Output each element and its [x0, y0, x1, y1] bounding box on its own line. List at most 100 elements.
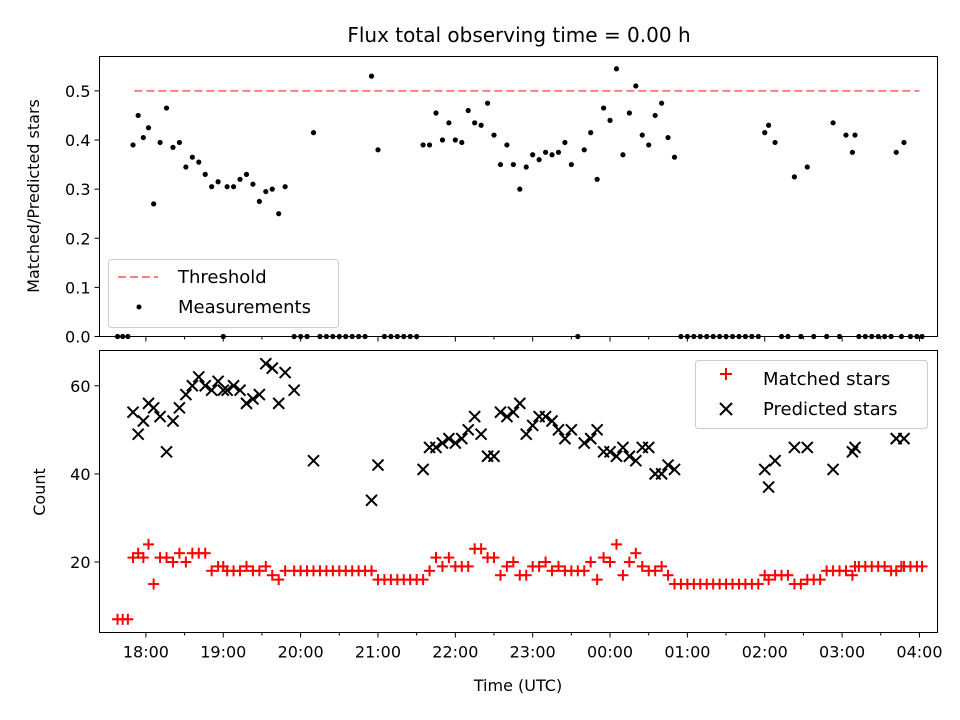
predicted-star-point: [801, 441, 814, 454]
measurement-point: [140, 134, 146, 141]
ratio-legend: Threshold Measurements: [108, 259, 339, 328]
measurement-point: [659, 100, 665, 106]
measurement-point: [433, 110, 439, 116]
ratio-ylabel: Matched/Predicted stars: [24, 99, 43, 293]
matched-star-point: [879, 560, 891, 572]
predicted-star-point: [526, 419, 539, 432]
count-axes: 18:00 19:00 20:00 21:00 22:00 23:00 00:00 01:00…: [70, 377, 942, 662]
matched-star-point: [240, 560, 252, 572]
x-tick-label: 18:00: [123, 643, 169, 662]
matched-star-point: [662, 569, 674, 581]
matched-star-point: [430, 552, 442, 564]
predicted-star-point: [173, 401, 186, 414]
predicted-star-point: [131, 428, 145, 441]
predicted-star-point: [126, 405, 140, 419]
predicted-star-point: [788, 441, 801, 454]
predicted-star-point: [897, 432, 911, 445]
measurement-point: [791, 174, 797, 180]
measurement-point: [256, 198, 262, 205]
measurement-point: [130, 142, 136, 148]
predicted-star-point: [272, 397, 285, 410]
predicted-star-point: [661, 458, 675, 472]
measurement-point: [652, 112, 658, 119]
matched-star-point: [494, 569, 506, 581]
predicted-star-point: [240, 397, 253, 410]
measurement-point: [459, 139, 465, 146]
measurement-point: [452, 137, 458, 143]
predicted-star-point: [307, 454, 320, 467]
matched-star-point: [488, 552, 500, 564]
measurement-point: [375, 147, 381, 153]
legend-measurements-label: Measurements: [178, 297, 311, 318]
predicted-star-point: [552, 423, 565, 437]
ratio-axes: 0.0 0.1 0.2 0.3 0.4 0.5: [65, 82, 920, 347]
matched-star-point: [656, 560, 668, 572]
chart-title: Flux total observing time = 0.00 h: [347, 23, 690, 47]
measurement-point: [276, 211, 282, 217]
predicted-star-point: [590, 423, 604, 437]
matched-star-point: [366, 565, 378, 577]
predicted-star-point: [610, 450, 623, 463]
measurement-point: [157, 139, 163, 146]
matched-star-point: [424, 565, 436, 577]
measurement-point: [368, 73, 375, 79]
predicted-star-point: [153, 410, 167, 423]
measurement-point: [639, 132, 645, 138]
legend-threshold-label: Threshold: [177, 267, 267, 288]
predicted-star-point: [416, 463, 430, 476]
x-tick-label: 20:00: [278, 643, 324, 662]
measurement-point: [263, 188, 269, 195]
predicted-star-point: [371, 458, 385, 472]
measurement-point: [523, 164, 529, 170]
matched-star-point: [206, 565, 218, 577]
matched-star-point: [273, 574, 285, 586]
measurement-point: [145, 125, 152, 131]
measurement-point: [830, 120, 836, 126]
predicted-star-point: [287, 383, 301, 397]
predicted-star-point: [487, 450, 501, 463]
predicted-star-point: [520, 428, 533, 441]
y-tick-label: 20: [70, 553, 90, 572]
predicted-star-point: [455, 432, 468, 445]
x-tick-label: 01:00: [664, 643, 710, 662]
count-plot-area: [112, 357, 928, 625]
count-legend-box: [695, 360, 928, 429]
legend-matched-swatch: [720, 368, 732, 380]
matched-star-point: [752, 578, 764, 590]
predicted-star-point: [137, 414, 150, 428]
measurement-point: [237, 176, 243, 182]
measurement-point: [555, 149, 562, 155]
measurement-point: [633, 83, 639, 89]
measurement-point: [530, 152, 536, 158]
measurement-point: [420, 142, 426, 148]
measurement-point: [183, 164, 189, 170]
predicted-star-point: [205, 383, 218, 397]
predicted-star-point: [227, 379, 240, 392]
predicted-star-point: [365, 494, 378, 507]
predicted-star-point: [507, 405, 520, 419]
measurement-point: [607, 117, 613, 123]
measurement-point: [504, 142, 510, 148]
predicted-star-point: [253, 388, 266, 401]
measurement-point: [536, 157, 542, 163]
count-xlabel: Time (UTC): [473, 676, 562, 695]
predicted-star-point: [217, 383, 230, 397]
matched-star-point: [137, 552, 149, 564]
predicted-star-point: [513, 397, 526, 410]
predicted-star-point: [642, 441, 655, 454]
measurement-point: [549, 152, 555, 158]
ratio-panel: 0.0 0.1 0.2 0.3 0.4 0.5 Matched/Predicted sta…: [24, 56, 938, 347]
measurement-point: [568, 161, 574, 168]
y-tick-label: 0.2: [65, 229, 90, 248]
y-tick-label: 0.0: [65, 328, 90, 347]
measurement-point: [600, 105, 607, 111]
ratio-panel-frame: [99, 56, 938, 337]
count-ylabel: Count: [30, 468, 49, 516]
measurement-point: [843, 132, 849, 138]
measurement-point: [852, 132, 858, 138]
x-tick-label: 19:00: [200, 643, 246, 662]
measurement-point: [472, 120, 478, 126]
predicted-star-point: [768, 454, 782, 467]
measurement-point: [562, 139, 568, 146]
matched-star-point: [533, 560, 545, 572]
